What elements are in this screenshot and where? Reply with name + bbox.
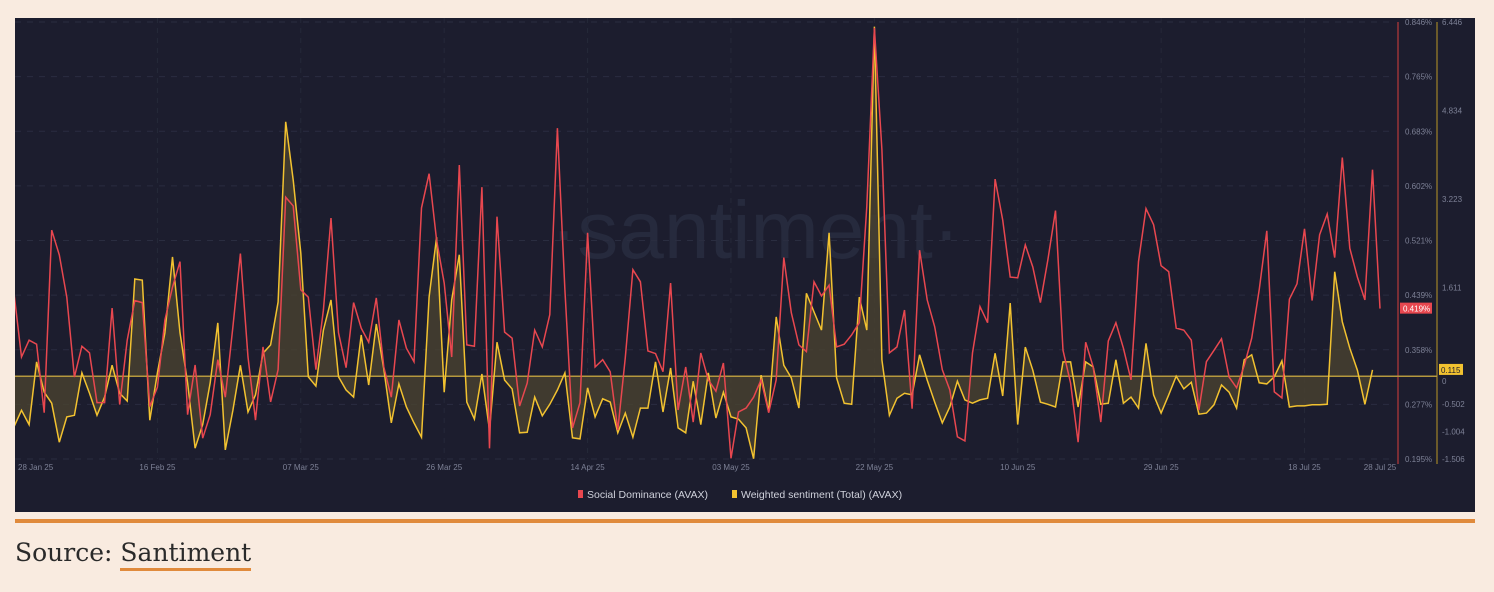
x-axis-tick: 18 Jul 25 [1288,463,1321,472]
left-axis-tick: 0.439% [1405,291,1432,300]
social-dominance-line [15,27,1381,459]
sentiment-badge-label: 0.115 [1441,366,1461,375]
x-axis-tick: 14 Apr 25 [570,463,605,472]
right-axis-tick: 0 [1442,377,1447,386]
source-prefix: Source: [15,538,121,567]
x-axis-tick: 16 Feb 25 [139,463,176,472]
x-axis-tick: 03 May 25 [712,463,750,472]
social-dominance-badge [1400,302,1432,314]
x-axis-tick: 26 Mar 25 [426,463,463,472]
watermark: ·santiment· [550,185,960,276]
chart-panel: ·santiment· 0.846% 0.765% 0.683% 0.602% 0.521… [15,18,1475,512]
left-axis-tick: 0.277% [1405,400,1432,409]
x-axis-tick: 10 Jun 25 [1000,463,1036,472]
right-axis-tick: -1.004 [1442,427,1465,436]
source-caption: Source: Santiment [15,538,252,571]
sentiment-line [15,26,1374,459]
left-axis-tick: 0.521% [1405,237,1432,246]
left-axis-tick: 0.765% [1405,73,1432,82]
legend-swatch-social-dominance [578,490,583,498]
x-axis-tick: 29 Jun 25 [1144,463,1180,472]
left-axis-tick: 0.683% [1405,127,1432,136]
right-axis-tick: 3.223 [1442,195,1463,204]
source-link[interactable]: Santiment [120,538,252,571]
right-axis-tick: 1.611 [1442,284,1462,293]
left-axis-tick: 0.358% [1405,346,1432,355]
legend-label-sentiment: Weighted sentiment (Total) (AVAX) [741,489,902,501]
sentiment-badge [1439,363,1463,375]
sentiment-area [15,26,1373,459]
right-axis-tick: -0.502 [1442,400,1465,409]
x-axis-tick: 07 Mar 25 [283,463,320,472]
right-axis-tick: 6.446 [1442,18,1463,27]
divider [15,519,1475,523]
x-axis-tick: 28 Jul 25 [1364,463,1397,472]
left-axis-tick: 0.846% [1405,18,1432,27]
right-axis-tick: -1.506 [1442,455,1465,464]
left-axis-tick: 0.602% [1405,182,1432,191]
x-axis-tick: 22 May 25 [856,463,894,472]
chart-svg: ·santiment· 0.846% 0.765% 0.683% 0.602% 0.521… [15,18,1465,501]
social-dominance-badge-label: 0.419% [1403,305,1430,314]
x-axis-tick: 28 Jan 25 [18,463,54,472]
right-axis-tick: 4.834 [1442,107,1463,116]
legend-swatch-sentiment [732,490,737,498]
left-axis-tick: 0.195% [1405,455,1432,464]
legend-label-social-dominance: Social Dominance (AVAX) [587,489,708,501]
